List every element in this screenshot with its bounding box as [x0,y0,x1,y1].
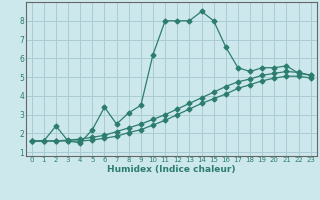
X-axis label: Humidex (Indice chaleur): Humidex (Indice chaleur) [107,165,236,174]
